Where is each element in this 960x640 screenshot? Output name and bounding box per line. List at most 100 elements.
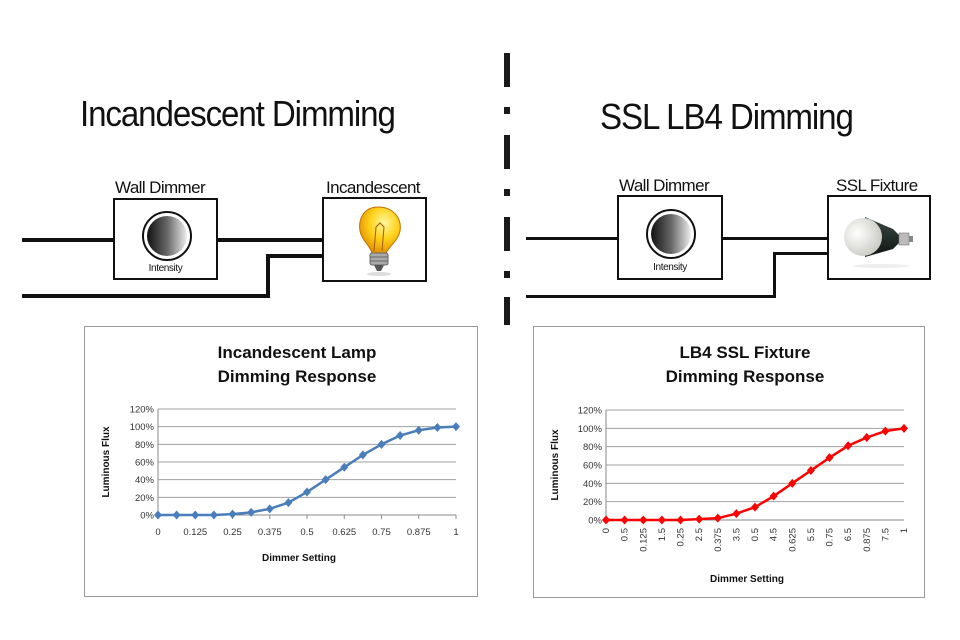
dimmer-label: Wall Dimmer xyxy=(619,176,710,195)
y-tick-label: 40% xyxy=(135,475,155,486)
data-point-marker xyxy=(881,426,890,436)
y-tick-label: 100% xyxy=(130,422,155,433)
x-tick-label: 0.5 xyxy=(300,527,313,538)
y-tick-label: 120% xyxy=(578,406,603,417)
led-bulb-icon xyxy=(844,217,913,268)
incandescent-lamp-box xyxy=(322,197,427,282)
divider-dot xyxy=(504,107,510,114)
neutral-wire xyxy=(526,295,776,298)
data-point-marker xyxy=(452,422,460,432)
data-point-marker xyxy=(154,510,162,520)
data-point-marker xyxy=(265,504,274,514)
data-point-marker xyxy=(788,478,797,488)
data-point-marker xyxy=(303,487,311,497)
data-point-marker xyxy=(713,513,722,523)
x-axis-label: Dimmer Setting xyxy=(710,574,784,585)
data-series-line xyxy=(158,425,457,517)
ssl-chart-plot: LB4 SSL Fixture Dimming Response 0% 20% 40% 6… xyxy=(550,343,910,585)
left-panel-title: Incandescent Dimming xyxy=(80,93,396,134)
data-point-marker xyxy=(769,491,778,501)
data-point-marker xyxy=(358,450,367,460)
x-tick-label: 0.375 xyxy=(713,528,724,552)
ssl-fixture-box xyxy=(827,195,931,280)
x-tick-label: 6.5 xyxy=(843,528,854,541)
load-label: SSL Fixture xyxy=(836,176,918,195)
dimmer-knob-ring[interactable] xyxy=(646,209,696,259)
data-point-marker xyxy=(321,475,330,485)
x-tick-label: 5.5 xyxy=(806,528,817,541)
y-tick-label: 20% xyxy=(583,497,603,508)
load-wire xyxy=(722,237,828,240)
data-point-marker xyxy=(695,514,704,524)
load-label: Incandescent xyxy=(326,178,421,197)
data-point-marker xyxy=(284,498,293,508)
x-tick-label: 0.875 xyxy=(862,528,873,552)
x-tick-label: 1.5 xyxy=(657,528,668,541)
data-point-marker xyxy=(396,431,405,440)
y-tick-label: 60% xyxy=(583,461,603,472)
right-panel-title: SSL LB4 Dimming xyxy=(600,96,854,137)
data-point-marker xyxy=(639,515,648,525)
neutral-wire-feed xyxy=(773,252,828,255)
y-tick-label: 0% xyxy=(140,511,154,522)
neutral-wire-riser xyxy=(773,252,776,298)
chart-title: Incandescent Lamp xyxy=(218,343,377,362)
neutral-wire xyxy=(22,294,270,298)
x-tick-label: 4.5 xyxy=(769,528,780,541)
data-point-marker xyxy=(751,502,759,512)
y-tick-label: 40% xyxy=(583,479,603,490)
divider-dash xyxy=(504,135,510,169)
x-tick-label: 0.125 xyxy=(638,528,649,552)
data-point-marker xyxy=(676,515,685,525)
divider-dash xyxy=(504,297,510,325)
y-tick-label: 80% xyxy=(583,442,603,453)
data-point-marker xyxy=(825,453,834,463)
chart-title: Dimming Response xyxy=(666,367,825,386)
x-tick-label: 0.5 xyxy=(620,528,631,541)
incandescent-bulb-icon xyxy=(359,206,401,276)
x-tick-label: 0.5 xyxy=(750,528,761,541)
x-tick-label: 0.875 xyxy=(407,527,431,538)
dimmer-knob-ring[interactable] xyxy=(142,211,192,261)
data-point-marker xyxy=(172,510,181,520)
divider-dash xyxy=(504,53,510,87)
data-point-marker xyxy=(377,439,386,449)
y-tick-label: 100% xyxy=(578,424,603,435)
x-tick-label: 0 xyxy=(601,528,612,533)
data-point-marker xyxy=(228,509,237,519)
intensity-label: Intensity xyxy=(653,262,687,273)
x-tick-label: 1 xyxy=(453,527,458,538)
ssl-chart: LB4 SSL Fixture Dimming Response 0% 20% 40% 6… xyxy=(533,326,925,598)
x-tick-label: 0.75 xyxy=(825,528,836,547)
load-wire xyxy=(216,238,324,242)
x-tick-label: 0.625 xyxy=(787,528,798,552)
intensity-label: Intensity xyxy=(148,263,183,274)
data-point-marker xyxy=(414,425,423,435)
y-tick-label: 60% xyxy=(135,458,155,469)
x-tick-label: 0.25 xyxy=(676,528,687,547)
y-tick-label: 0% xyxy=(588,516,602,527)
neutral-wire-riser xyxy=(266,254,270,298)
x-axis-label: Dimmer Setting xyxy=(262,553,336,564)
y-tick-label: 80% xyxy=(135,440,155,451)
y-tick-label: 120% xyxy=(130,405,155,416)
data-point-marker xyxy=(247,507,256,517)
chart-title: Dimming Response xyxy=(218,367,377,386)
divider-dot xyxy=(504,189,510,196)
data-point-marker xyxy=(433,423,442,433)
neutral-wire-feed xyxy=(266,254,324,258)
x-tick-label: 0.375 xyxy=(258,527,282,538)
y-tick-label: 20% xyxy=(135,493,155,504)
line-wire xyxy=(22,238,114,242)
x-tick-label: 2.5 xyxy=(694,528,705,541)
dimmer-knob-icon xyxy=(651,214,691,254)
line-wire xyxy=(526,237,618,240)
y-axis-label: Luminous Flux xyxy=(550,429,561,501)
x-tick-label: 0.75 xyxy=(372,527,391,538)
x-tick-label: 0 xyxy=(155,527,160,538)
x-tick-label: 3.5 xyxy=(731,528,742,541)
dimmer-label: Wall Dimmer xyxy=(115,178,206,197)
x-tick-label: 0.125 xyxy=(183,527,207,538)
incandescent-chart-plot: Incandescent Lamp Dimming Response 0% 20% 40… xyxy=(101,343,460,564)
divider-dot xyxy=(504,271,510,278)
